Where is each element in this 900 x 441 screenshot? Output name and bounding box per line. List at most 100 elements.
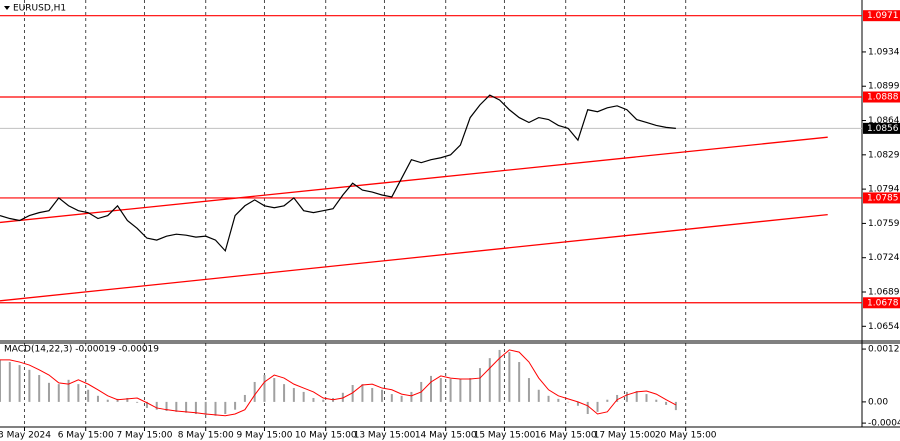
macd-bar — [18, 365, 21, 402]
macd-bar — [194, 401, 197, 415]
macd-bar — [126, 397, 129, 402]
macd-bar — [430, 375, 432, 402]
macd-bar — [38, 375, 41, 402]
level-label-box — [863, 91, 900, 103]
macd-bar — [47, 382, 50, 402]
macd-bar — [67, 379, 70, 402]
macd-bar — [341, 392, 344, 402]
y-tick-label: 1.0864 — [868, 116, 900, 126]
macd-bar — [116, 398, 119, 402]
x-tick-label: 9 May 15:00 — [236, 431, 292, 441]
macd-bar — [665, 401, 668, 405]
macd-bar — [537, 389, 540, 402]
y-tick-label: 1.0899 — [868, 82, 900, 92]
macd-bar — [586, 401, 589, 415]
x-tick-label: 16 May 15:00 — [535, 431, 597, 441]
macd-bar — [96, 395, 99, 402]
macd-bar — [547, 395, 550, 402]
macd-bar — [655, 399, 658, 402]
macd-bar — [253, 381, 256, 402]
macd-bar — [518, 362, 521, 402]
macd-bar — [410, 391, 413, 402]
level-label: 1.0888 — [867, 93, 899, 103]
level-label-box — [863, 297, 900, 309]
macd-bar — [449, 378, 452, 402]
level-label-box — [863, 192, 900, 204]
macd-bar — [165, 401, 168, 411]
macd-bar — [527, 378, 530, 402]
y-tick-label: 1.0934 — [868, 47, 900, 57]
macd-bar — [87, 389, 90, 402]
y-tick-label: 1.0794 — [868, 185, 900, 195]
macd-bar — [498, 349, 501, 402]
macd-bar — [28, 369, 31, 402]
macd-bar — [292, 388, 295, 402]
y-tick-label: 0.00 — [868, 397, 888, 407]
macd-bar — [8, 362, 11, 402]
macd-bar — [439, 378, 442, 402]
macd-bar — [106, 399, 109, 402]
x-tick-label: 8 May 15:00 — [178, 431, 234, 441]
macd-bar — [400, 395, 403, 402]
macd-bar — [155, 401, 158, 410]
x-tick-label: 17 May 15:00 — [594, 431, 656, 441]
trend-line — [0, 136, 828, 224]
y-tick-label: 1.0689 — [868, 288, 900, 298]
y-tick-label: 1.0654 — [868, 322, 900, 332]
macd-bar — [459, 378, 462, 402]
level-label: 1.0971 — [867, 11, 899, 21]
macd-bar — [576, 401, 579, 406]
macd-bar — [273, 378, 276, 402]
level-label: 1.0785 — [867, 193, 899, 203]
x-tick-label: 14 May 15:00 — [415, 431, 477, 441]
x-tick-label: 15 May 15:00 — [474, 431, 536, 441]
x-tick-label: 20 May 15:00 — [655, 431, 717, 441]
signal-line — [0, 349, 677, 417]
macd-bar — [557, 398, 560, 402]
macd-bar — [351, 385, 354, 402]
macd-bar — [312, 397, 315, 402]
macd-bar — [381, 389, 384, 402]
price-line — [0, 94, 676, 253]
macd-bar — [322, 399, 325, 402]
macd-bar — [204, 401, 207, 415]
level-label-box — [863, 10, 900, 22]
macd-bar — [390, 394, 393, 402]
macd-bar — [361, 384, 364, 402]
macd-bar — [263, 375, 266, 402]
macd-bar — [488, 358, 491, 402]
macd-title: MACD(14,22,3) -0.00019 -0.00019 — [4, 345, 159, 355]
macd-bar — [234, 401, 237, 410]
macd-bar — [283, 384, 286, 402]
macd-bar — [567, 401, 570, 403]
y-tick-label: 0.00122 — [868, 345, 900, 355]
macd-bar — [478, 368, 481, 402]
x-tick-label: 6 May 15:00 — [58, 431, 114, 441]
macd-bar — [136, 401, 139, 403]
macd-bar — [224, 401, 227, 415]
macd-bar — [606, 399, 609, 402]
macd-bar — [674, 401, 677, 411]
macd-bar — [243, 394, 246, 402]
level-label: 1.0678 — [867, 298, 899, 308]
x-tick-label: 13 May 15:00 — [354, 431, 416, 441]
macd-bar — [625, 391, 628, 402]
macd-bar — [175, 401, 178, 412]
macd-bar — [214, 401, 217, 416]
y-tick-label: 1.0759 — [868, 219, 900, 229]
x-tick-label: 3 May 2024 — [0, 431, 51, 441]
y-tick-label: 1.0829 — [868, 150, 900, 160]
x-tick-label: 7 May 15:00 — [116, 431, 172, 441]
macd-bar — [635, 391, 638, 402]
trend-line — [0, 213, 828, 302]
last-price-box — [863, 122, 900, 134]
last-price-label: 1.0856 — [867, 124, 899, 134]
macd-bar — [508, 352, 511, 402]
x-tick-label: 10 May 15:00 — [295, 431, 357, 441]
macd-bar — [0, 359, 1, 402]
y-tick-label: -0.00049 — [868, 419, 900, 429]
macd-bar — [371, 388, 374, 402]
